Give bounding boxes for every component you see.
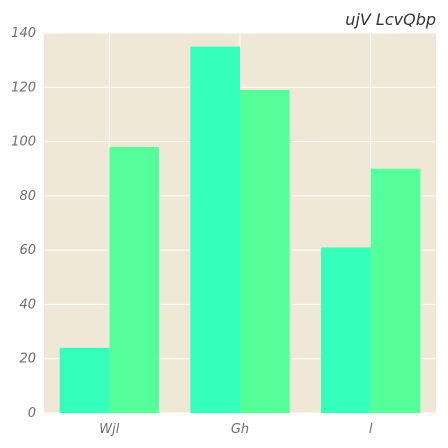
y-tick-label: 40 (19, 297, 36, 312)
y-tick-label: 100 (11, 135, 36, 150)
bars (59, 46, 421, 413)
bar (321, 247, 371, 413)
y-tick-label: 120 (11, 80, 36, 95)
y-tick-label: 80 (19, 189, 36, 204)
chart-title: ujV LcvQbp (345, 10, 436, 29)
bar (240, 90, 290, 413)
bar (59, 347, 110, 413)
x-tick-label: l (369, 422, 373, 437)
y-tick-label: 0 (28, 406, 36, 421)
bar (109, 147, 159, 413)
y-axis-tick-labels: 0 20 40 60 80 100 120 140 (11, 26, 36, 421)
x-axis-tick-labels: Wjl Gh l (99, 422, 373, 437)
x-tick-label: Wjl (99, 422, 119, 437)
x-tick-label: Gh (231, 422, 249, 437)
bar (190, 46, 240, 413)
y-tick-label: 20 (19, 352, 36, 367)
bar (370, 168, 421, 413)
y-tick-label: 140 (11, 26, 36, 41)
y-tick-label: 60 (19, 243, 36, 258)
